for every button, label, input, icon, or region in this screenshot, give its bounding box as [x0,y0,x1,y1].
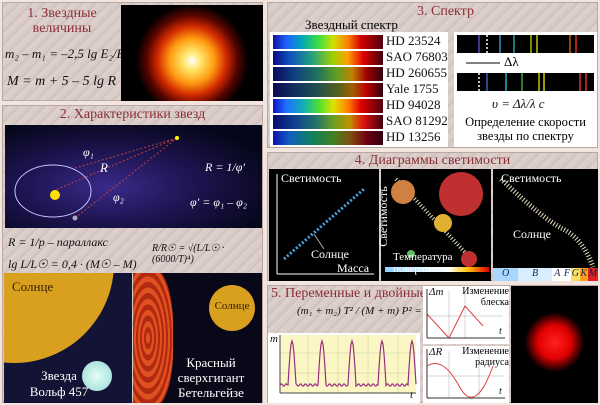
star-name-label: SAO 81292 [386,113,448,128]
title-line: величины [32,21,92,36]
spectrum-strip [273,67,383,81]
spectral-class-G: G [571,268,580,281]
formula-absolute-magnitude: M = m + 5 – 5 lg R [7,74,117,89]
hr-diagram-temperature: Светимость Температура поверхности [376,169,491,281]
d2-y-label: Светимость [375,186,390,247]
spectrum-subtitle: Звездный спектр [305,17,398,32]
doppler-formula: υ = Δλ/λ c [492,96,545,111]
panel-star-characteristics: 2. Характеристики звезд φ₁ R φ₂ R = 1/φ′… [0,103,265,405]
t-label-1: t [499,326,502,337]
doppler-caption: Определение скорости звезды по спектру [465,115,586,143]
spectral-class-B: B [518,268,552,281]
radius-label: Изменение радиуса [462,346,509,368]
star-name-label: SAO 76803 [386,49,448,64]
spectral-class-K: K [579,268,588,281]
panel4-title: 4. Диаграммы светимости [354,153,511,168]
spectral-class-A: A [551,268,563,281]
panel2-title: 2. Характеристики звезд [59,107,206,122]
spectral-class-F: F [562,268,572,281]
parallax-diagram [14,136,179,221]
d1-sun-label: Солнце [311,247,350,261]
spectral-lines [466,35,587,91]
panel-variable-binary: 5. Переменные и двойные (m₁ + m₂) T² / (… [265,283,600,405]
d1-x-label: Масса [337,261,370,275]
d2-x-label: Температура поверхности [393,251,453,275]
label-phi2: φ₂ [113,190,124,204]
spectrum-strip [273,115,383,129]
label-phi1: φ₁ [83,145,94,159]
star-name-label: HD 260655 [386,65,448,80]
dr-label: ΔR [429,346,443,358]
light-curve-chart: m t [268,333,420,403]
title-line: 1. Звездные [27,6,97,21]
star-name-label: HD 94028 [386,97,441,112]
light-curve-y: m [270,333,278,345]
sun-icon [50,190,60,200]
brightness-change-chart: Δm Изменение блеска t [423,286,509,344]
star-name-label: HD 13256 [386,129,441,144]
sun-label-left: Солнце [12,279,54,294]
panel-spectrum: 3. Спектр Звездный спектр HD 23524 SAO 76… [265,0,600,150]
shifted-spectrum [457,73,594,91]
star-name-label: Yale 1755 [386,81,439,96]
sun-label-right: Солнце [214,300,250,312]
spectra-box: HD 23524 SAO 76803 HD 260655 Yale 1755 HD 94… [270,32,448,147]
label-R: R [100,160,108,175]
d3-sun-label: Солнце [513,227,552,241]
wolf-457-star [82,361,112,391]
panel5-title: 5. Переменные и двойные [271,286,426,301]
spectrum-strip [273,51,383,65]
t-label-2: t [499,386,502,397]
betelgeuse-surface [133,273,173,403]
sun-disc-small [209,285,255,331]
d1-y-label: Светимость [281,171,342,185]
radius-change-chart: ΔR Изменение радиуса t [423,346,509,403]
formula-magnitude-diff: m₂ – m₁ = –2,5 lg E₂/E₁ [5,46,129,61]
spectrum-strip [273,83,383,97]
star-image [121,5,263,101]
spectrum-strip [273,131,383,145]
variable-star-image [511,286,598,403]
betelgeuse-comparison: Солнце Красный сверхгигант Бетельгейзе [133,273,262,403]
star-name-label: HD 23524 [386,33,441,48]
brightness-label: Изменение блеска [462,286,509,308]
parallax-image: φ₁ R φ₂ R = 1/φ′ φ′ = φ₁ – φ₂ [5,125,262,228]
kepler-formula: (m₁ + m₂) T² / (M + m) P² = A³/a³ [297,305,447,317]
wolf-457-label: Звезда Вольф 457 [29,368,89,399]
spectral-class-O: O [493,268,519,281]
formula-radius: R/R☉ = √(L/L☉ · (6000/T)⁴) [152,243,225,265]
d3-y-label: Светимость [501,171,562,185]
delta-lambda-label: Δλ [504,54,519,69]
panel1-title: 1. Звездные величины [7,6,117,36]
betelgeuse-label: Красный сверхгигант Бетельгейзе [177,355,245,400]
panel3-title: 3. Спектр [417,4,474,19]
dm-label: Δm [429,286,444,298]
panel-stellar-magnitudes: 1. Звездные величины m₂ – m₁ = –2,5 lg E₂… [0,0,265,103]
light-curve-x: t [410,389,414,401]
mass-luminosity-diagram: Светимость Солнце Масса [269,169,379,281]
spectrum-strip [273,35,383,49]
formula-parallax: R = 1/p – параллакс [8,235,108,249]
formula-luminosity: lg L/L☉ = 0,4 · (M☉ – M) [8,257,137,271]
formula-R: R = 1/φ′ [205,160,246,174]
panel-luminosity-diagrams: 4. Диаграммы светимости Светимость Солнц… [265,150,600,283]
reference-spectrum [457,35,594,53]
doppler-box: Δλ υ = Δλ/λ c Определение скорости звезд… [454,32,597,147]
formula-phi: φ′ = φ₁ – φ₂ [190,195,247,209]
wolf-457-comparison: Солнце Звезда Вольф 457 [4,273,132,403]
spectral-class-M: M [587,268,599,281]
spectrum-strip [273,99,383,113]
